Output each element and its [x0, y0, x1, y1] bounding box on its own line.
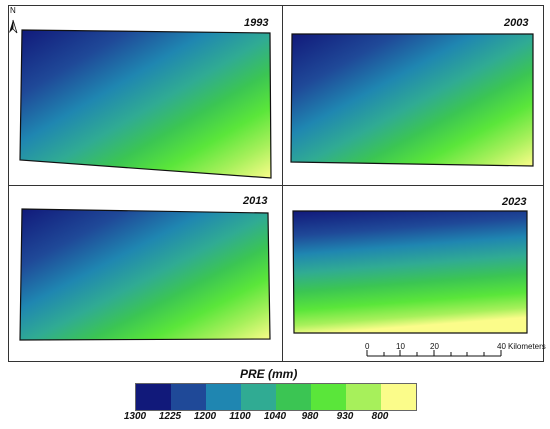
map-2013: [19, 208, 271, 341]
legend-title: PRE (mm): [240, 367, 298, 381]
legend-swatch-980: [311, 384, 346, 410]
legend-label-930: 930: [336, 411, 354, 422]
legend-swatch-930: [346, 384, 381, 410]
legend-swatch-1200: [206, 384, 241, 410]
north-arrow-icon: [9, 20, 13, 33]
scale-tick-0: 0: [365, 342, 370, 351]
scale-bar: [366, 350, 502, 357]
scale-tick-10: 10: [396, 342, 405, 351]
legend-swatch-1040: [276, 384, 311, 410]
map-2023: [292, 210, 528, 334]
legend-label-800: 800: [371, 411, 389, 422]
legend-label-1200: 1200: [193, 411, 217, 422]
legend-color-bar: [135, 383, 417, 411]
panel-divider-vertical: [282, 5, 283, 362]
year-label-2023: 2023: [502, 196, 527, 208]
legend-label-1040: 1040: [263, 411, 287, 422]
scale-unit: Kilometers: [508, 342, 546, 351]
legend-label-980: 980: [301, 411, 319, 422]
legend-swatch-800: [381, 384, 416, 410]
year-label-1993: 1993: [244, 17, 269, 29]
year-label-2003: 2003: [504, 17, 529, 29]
legend-label-1225: 1225: [158, 411, 182, 422]
legend-label-1100: 1100: [229, 411, 251, 422]
map-layout-frame: [8, 5, 544, 362]
legend-swatch-1300: [136, 384, 171, 410]
panel-divider-horizontal: [8, 185, 544, 186]
map-2003: [290, 33, 534, 167]
legend-label-1300: 1300: [123, 411, 147, 422]
legend-swatch-1225: [171, 384, 206, 410]
legend-swatch-1100: [241, 384, 276, 410]
scale-tick-20: 20: [430, 342, 439, 351]
north-label: N: [10, 6, 16, 15]
year-label-2013: 2013: [243, 195, 268, 207]
scale-tick-40: 40: [497, 342, 506, 351]
map-1993: [19, 29, 272, 179]
north-arrow-icon-half: [12, 19, 18, 34]
